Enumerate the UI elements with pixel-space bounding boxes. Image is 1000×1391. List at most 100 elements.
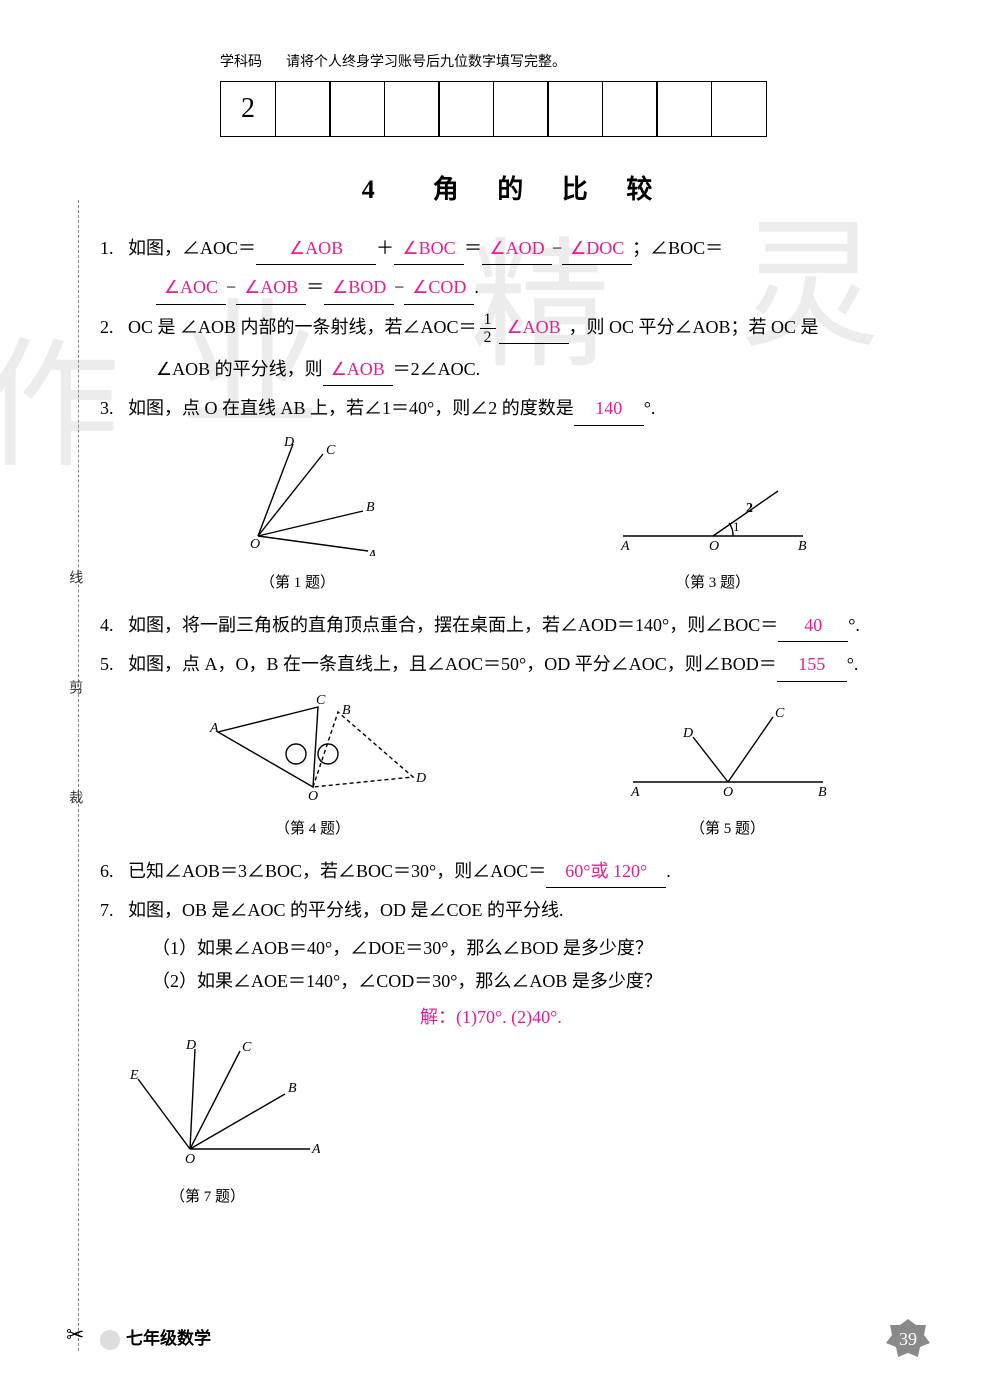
header-right: 请将个人终身学习账号后九位数字填写完整。 [286, 50, 566, 75]
p1l2-b3: ∠BOD [324, 271, 394, 304]
p4-text-a: 如图，将一副三角板的直角顶点重合，摆在桌面上，若∠AOD＝140°，则∠BOC＝ [128, 615, 778, 635]
fig4-caption: （第 4 题） [198, 816, 428, 843]
svg-text:O: O [250, 537, 260, 552]
p6-text-a: 已知∠AOB＝3∠BOC，若∠BOC＝30°，则∠AOC＝ [128, 861, 546, 881]
p7-num: 7. [100, 894, 128, 926]
figures-4-5: A C B D O （第 4 题） A O B C D （第 5 题 [100, 692, 930, 843]
p1-blank-3: ∠AOD [482, 232, 552, 265]
fig7-caption: （第 7 题） [170, 1184, 930, 1211]
p1-eq1: ＝ [464, 238, 482, 258]
p1-blank-2: ∠BOC [394, 232, 464, 265]
code-box-0: 2 [220, 81, 276, 137]
p7-text-a: 如图，OB 是∠AOC 的平分线，OD 是∠COE 的平分线. [128, 900, 564, 920]
figure-3: A O B 1 2 （第 3 题） [613, 476, 813, 597]
p1-plus: ＋ [376, 238, 394, 258]
svg-text:C: C [316, 693, 326, 708]
svg-text:D: D [415, 771, 426, 786]
fig3-caption: （第 3 题） [613, 570, 813, 597]
figure-1: O A B C D （第 1 题） [218, 436, 378, 597]
header-labels: 学科码 请将个人终身学习账号后九位数字填写完整。 [220, 50, 930, 75]
figures-1-3: O A B C D （第 1 题） A O B 1 2 （第 3 题 [100, 436, 930, 597]
page-content: 学科码 请将个人终身学习账号后九位数字填写完整。 2 4 角 的 比 较 1.如… [0, 0, 1000, 1251]
problem-2: 2.OC 是 ∠AOB 内部的一条射线，若∠AOC＝12∠AOB，则 OC 平分… [100, 311, 930, 347]
svg-text:A: A [311, 1142, 320, 1157]
svg-text:D: D [185, 1039, 196, 1053]
svg-text:A: A [620, 539, 630, 554]
p1-text-a: 如图，∠AOC＝ [128, 238, 256, 258]
svg-text:C: C [775, 706, 785, 721]
p3-blank-1: 140 [574, 392, 644, 425]
svg-text:B: B [818, 785, 827, 800]
code-box-7[interactable] [602, 81, 658, 137]
p2-frac: 12 [480, 311, 496, 347]
svg-text:O: O [185, 1152, 195, 1167]
svg-text:D: D [283, 436, 294, 450]
p6-num: 6. [100, 855, 128, 887]
p7-solution: 解：(1)70°. (2)40°. [420, 1001, 930, 1033]
p1l2-m2: − [394, 277, 404, 297]
p5-tail: °. [847, 654, 859, 674]
footer-subject: 七年级数学 [100, 1324, 211, 1355]
p2-blank-2: ∠AOB [323, 353, 393, 386]
svg-text:E: E [130, 1068, 139, 1083]
p5-blank-1: 155 [777, 648, 847, 681]
svg-text:C: C [242, 1040, 252, 1055]
p2-text-a: OC 是 ∠AOB 内部的一条射线，若∠AOC＝ [128, 317, 477, 337]
svg-text:1: 1 [733, 519, 740, 534]
svg-text:O: O [723, 785, 733, 800]
code-box-9[interactable] [711, 81, 767, 137]
svg-text:B: B [288, 1081, 297, 1096]
svg-text:A: A [209, 721, 219, 736]
p1-blank-1: ∠AOB [256, 232, 376, 265]
p1-num: 1. [100, 232, 128, 264]
svg-text:2: 2 [746, 501, 753, 516]
footer-star-icon [100, 1330, 120, 1350]
p4-num: 4. [100, 609, 128, 641]
code-box-6[interactable] [547, 81, 603, 137]
section-title: 4 角 的 比 较 [100, 167, 930, 214]
svg-text:D: D [682, 726, 693, 741]
code-box-4[interactable] [438, 81, 494, 137]
p1-blank-4: ∠DOC [562, 232, 632, 265]
svg-text:A: A [630, 785, 640, 800]
p3-text-a: 如图，点 O 在直线 AB 上，若∠1＝40°，则∠2 的度数是 [128, 398, 574, 418]
p1-tail: ；∠BOC＝ [632, 238, 723, 258]
fig5-caption: （第 5 题） [623, 816, 833, 843]
p3-num: 3. [100, 392, 128, 424]
svg-text:O: O [308, 789, 318, 802]
p7-sub1: （1）如果∠AOB＝40°，∠DOE＝30°，那么∠BOD 是多少度？ [152, 932, 930, 964]
p4-tail: °. [848, 615, 860, 635]
p1l2-end: . [474, 277, 479, 297]
p1l2-eq: ＝ [306, 277, 324, 297]
problem-4: 4.如图，将一副三角板的直角顶点重合，摆在桌面上，若∠AOD＝140°，则∠BO… [100, 609, 930, 642]
svg-text:B: B [366, 500, 375, 515]
p6-tail: . [666, 861, 671, 881]
page-footer: 七年级数学 39 [100, 1317, 930, 1361]
figure-7-block: O A B C D E （第 7 题） [130, 1039, 930, 1210]
scissor-icon: ✂ [66, 1315, 84, 1355]
p7-sub2: （2）如果∠AOE＝140°，∠COD＝30°，那么∠AOB 是多少度？ [152, 965, 930, 997]
figure-4: A C B D O （第 4 题） [198, 692, 428, 843]
p5-text-a: 如图，点 A，O，B 在一条直线上，且∠AOC＝50°，OD 平分∠AOC，则∠… [128, 654, 777, 674]
p1l2-b1: ∠AOC [156, 271, 226, 304]
p3-tail: °. [644, 398, 656, 418]
code-box-2[interactable] [329, 81, 385, 137]
p1l2-b2: ∠AOB [236, 271, 306, 304]
svg-text:O: O [709, 539, 719, 554]
code-boxes: 2 [220, 81, 930, 137]
p2-text-b: ，则 OC 平分∠AOB；若 OC 是 [569, 317, 819, 337]
code-box-3[interactable] [384, 81, 440, 137]
svg-text:A: A [367, 548, 377, 556]
problem-3: 3.如图，点 O 在直线 AB 上，若∠1＝40°，则∠2 的度数是140°. [100, 392, 930, 425]
p2-num: 2. [100, 311, 128, 343]
code-box-1[interactable] [275, 81, 331, 137]
fig1-caption: （第 1 题） [218, 570, 378, 597]
problem-1: 1.如图，∠AOC＝∠AOB＋∠BOC＝∠AOD−∠DOC；∠BOC＝ [100, 232, 930, 265]
problem-1-line2: ∠AOC−∠AOB＝∠BOD−∠COD. [100, 271, 930, 304]
header-left: 学科码 [220, 50, 262, 75]
p2-blank-1: ∠AOB [499, 311, 569, 344]
svg-text:C: C [326, 443, 336, 458]
code-box-8[interactable] [656, 81, 712, 137]
code-box-5[interactable] [493, 81, 549, 137]
svg-text:B: B [342, 703, 351, 718]
